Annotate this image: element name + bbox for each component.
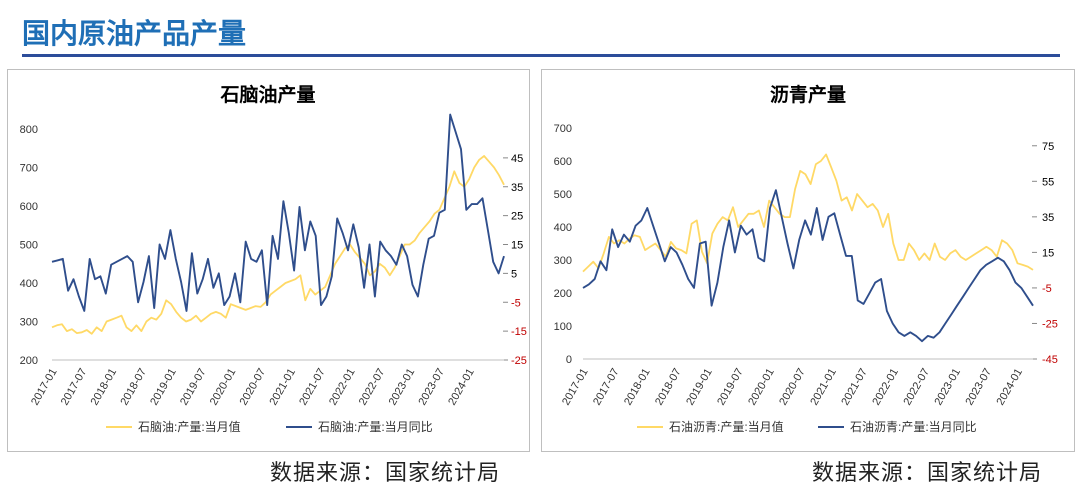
x-axis-tick-label: 2017-01 [560,367,591,408]
legend-label: 石脑油:产量:当月值 [138,419,241,434]
right-axis-tick-label: 15 [1042,247,1054,259]
chart-title: 石脑油产量 [219,83,315,106]
left-axis-tick-label: 100 [554,321,572,333]
right-axis-tick-label: 45 [511,153,523,165]
production-series-line [582,153,1034,273]
right-axis-tick-label: 35 [1042,212,1054,224]
x-axis-tick-label: 2020-01 [746,367,777,408]
x-axis-tick-label: 2017-07 [591,367,622,408]
x-axis-tick-label: 2019-01 [684,367,715,408]
x-axis-tick-label: 2020-07 [238,367,269,408]
x-axis-tick-label: 2017-01 [29,367,60,408]
right-axis-tick-label: 75 [1042,141,1054,153]
x-axis-tick-label: 2024-01 [995,367,1026,408]
x-axis-tick-label: 2018-07 [118,367,149,408]
x-axis-tick-label: 2024-01 [446,367,477,408]
x-axis-tick-label: 2020-01 [208,367,239,408]
left-axis-tick-label: 400 [20,278,38,290]
legend-label: 石脑油:产量:当月同比 [318,420,433,434]
left-axis-tick-label: 600 [20,201,38,213]
x-axis-tick-label: 2021-01 [267,367,298,408]
x-axis-tick-label: 2019-07 [715,367,746,408]
naphtha-chart-panel: 石脑油产量 200 300 400 500 600 700 800 -25 -15 -5 5 15 25 3… [7,69,530,452]
right-axis-tick-label: 25 [511,211,523,223]
legend-label: 石油沥青:产量:当月值 [669,419,784,434]
x-axis-tick-label: 2020-07 [777,367,808,408]
right-axis-tick-label: -5 [1042,283,1052,295]
left-axis-tick-label: 300 [554,255,572,267]
x-axis-tick-label: 2021-07 [839,367,870,408]
right-axis-tick-label: -5 [511,297,521,309]
x-axis-tick-label: 2019-01 [148,367,179,408]
x-axis-tick-label: 2023-01 [387,367,418,408]
source-note-left: 数据来源：国家统计局 [270,461,501,486]
x-axis-tick-label: 2017-07 [59,367,90,408]
left-axis-tick-label: 200 [554,288,572,300]
x-axis-tick-label: 2022-01 [327,367,358,408]
x-axis-tick-label: 2021-01 [808,367,839,408]
left-axis-tick-label: 300 [20,317,38,329]
left-axis-tick-label: 500 [20,240,38,252]
right-axis-tick-label: -25 [1042,318,1058,330]
left-axis-tick-label: 500 [554,189,572,201]
x-axis-tick-label: 2022-07 [357,367,388,408]
x-axis-tick-label: 2019-07 [178,367,209,408]
right-axis-tick-label: 55 [1042,176,1054,188]
right-axis-tick-label: 35 [511,182,523,194]
chart-title: 沥青产量 [770,83,846,106]
asphalt-chart-panel: 沥青产量 0 100 200 300 400 500 600 700 -45 -25 -5 15 35 55… [541,69,1075,452]
x-axis-tick-label: 2018-07 [653,367,684,408]
title-rule [22,54,1060,57]
x-axis-tick-label: 2023-07 [963,367,994,408]
left-axis-tick-label: 200 [20,355,38,367]
naphtha-chart: 石脑油产量 200 300 400 500 600 700 800 -25 -15 -5 5 15 25 3… [20,83,527,434]
asphalt-chart: 沥青产量 0 100 200 300 400 500 600 700 -45 -25 -5 15 35 55… [554,83,1058,434]
x-axis-tick-label: 2023-07 [416,367,447,408]
right-axis-tick-label: -15 [511,326,527,338]
page-title: 国内原油产品产量 [22,17,247,50]
x-axis-tick-label: 2023-01 [932,367,963,408]
right-axis-tick-label: 15 [511,240,523,252]
left-axis-tick-label: 700 [554,123,572,135]
left-axis-tick-label: 600 [554,156,572,168]
right-axis-tick-label: -45 [1042,354,1058,366]
left-axis-tick-label: 400 [554,222,572,234]
x-axis-tick-label: 2022-07 [901,367,932,408]
left-axis-tick-label: 0 [566,354,572,366]
yoy-series-line [51,113,505,312]
yoy-series-line [582,189,1034,343]
left-axis-tick-label: 700 [20,163,38,175]
left-axis-tick-label: 800 [20,124,38,136]
right-axis-tick-label: 5 [511,268,517,280]
source-note-right: 数据来源：国家统计局 [812,461,1043,486]
x-axis-tick-label: 2022-01 [870,367,901,408]
right-axis-tick-label: -25 [511,355,527,367]
production-series-line [51,155,505,335]
x-axis-tick-label: 2018-01 [622,367,653,408]
legend-label: 石油沥青:产量:当月同比 [850,420,977,434]
x-axis-tick-label: 2021-07 [297,367,328,408]
x-axis-tick-label: 2018-01 [89,367,120,408]
